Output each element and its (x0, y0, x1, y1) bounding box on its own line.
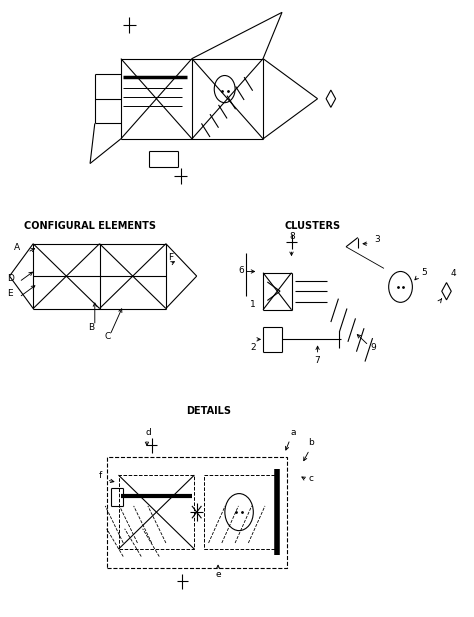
Text: 4: 4 (450, 270, 456, 278)
Text: c: c (308, 474, 313, 483)
Text: a: a (290, 428, 296, 437)
Text: f: f (99, 471, 102, 480)
Text: 5: 5 (421, 268, 427, 276)
Text: B: B (88, 323, 94, 332)
Text: 6: 6 (238, 267, 244, 275)
Text: CONFIGURAL ELEMENTS: CONFIGURAL ELEMENTS (24, 222, 155, 231)
Text: C: C (104, 333, 110, 341)
Text: e: e (216, 570, 221, 579)
Text: 3: 3 (374, 236, 380, 244)
Bar (107, 457, 287, 568)
Text: 8: 8 (289, 233, 295, 241)
Text: D: D (7, 274, 14, 283)
Text: 9: 9 (371, 344, 376, 352)
Text: 2: 2 (250, 344, 256, 352)
Text: DETAILS: DETAILS (186, 407, 231, 416)
Text: A: A (14, 243, 20, 252)
Bar (118, 475, 194, 549)
Text: F: F (168, 254, 173, 262)
Bar (204, 475, 277, 549)
Text: CLUSTERS: CLUSTERS (284, 222, 340, 231)
Text: E: E (7, 289, 13, 298)
Text: b: b (308, 439, 314, 447)
Text: 7: 7 (314, 356, 320, 365)
Text: d: d (146, 428, 152, 437)
Text: 1: 1 (250, 300, 256, 309)
